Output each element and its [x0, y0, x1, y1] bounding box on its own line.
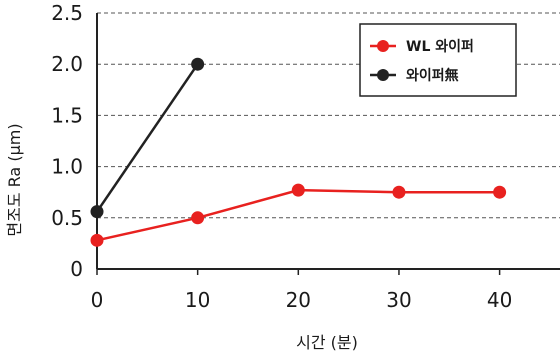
y-tick-label: 1.0	[51, 155, 83, 179]
x-tick-label: 10	[185, 288, 210, 312]
y-tick-label: 0.5	[51, 206, 83, 230]
x-tick-labels: 0 10 20 30 40	[91, 288, 513, 312]
x-tick-label: 20	[286, 288, 311, 312]
x-axis-title: 시간 (분)	[296, 333, 358, 352]
y-axis-title: 면조도 Ra (μm)	[5, 123, 24, 236]
legend: WL 와이퍼 와이퍼無	[359, 23, 517, 97]
y-tick-label: 1.5	[51, 103, 83, 127]
legend-swatch-marker-no-wiper	[377, 69, 389, 81]
series-line-0	[96, 188, 500, 242]
data-point	[90, 205, 104, 219]
x-tick-label: 30	[386, 288, 411, 312]
y-tick-label: 0	[70, 257, 83, 281]
legend-label-wl-wiper: WL 와이퍼	[406, 38, 474, 55]
data-point	[90, 233, 104, 247]
y-tick-label: 2.0	[51, 52, 83, 76]
axes	[96, 13, 560, 270]
data-point	[191, 57, 205, 71]
data-point	[493, 185, 507, 199]
legend-label-no-wiper: 와이퍼無	[406, 67, 459, 84]
series	[90, 57, 507, 247]
legend-box	[359, 23, 517, 97]
data-point	[291, 183, 305, 197]
y-tick-label: 2.5	[51, 1, 83, 25]
x-tick-label: 0	[91, 288, 104, 312]
data-point	[392, 185, 406, 199]
series-line-1	[95, 63, 199, 213]
legend-swatch-marker-wl-wiper	[377, 40, 389, 52]
y-tick-labels: 0 0.5 1.0 1.5 2.0 2.5	[51, 1, 83, 281]
x-tick-label: 40	[487, 288, 512, 312]
data-point	[191, 211, 205, 225]
